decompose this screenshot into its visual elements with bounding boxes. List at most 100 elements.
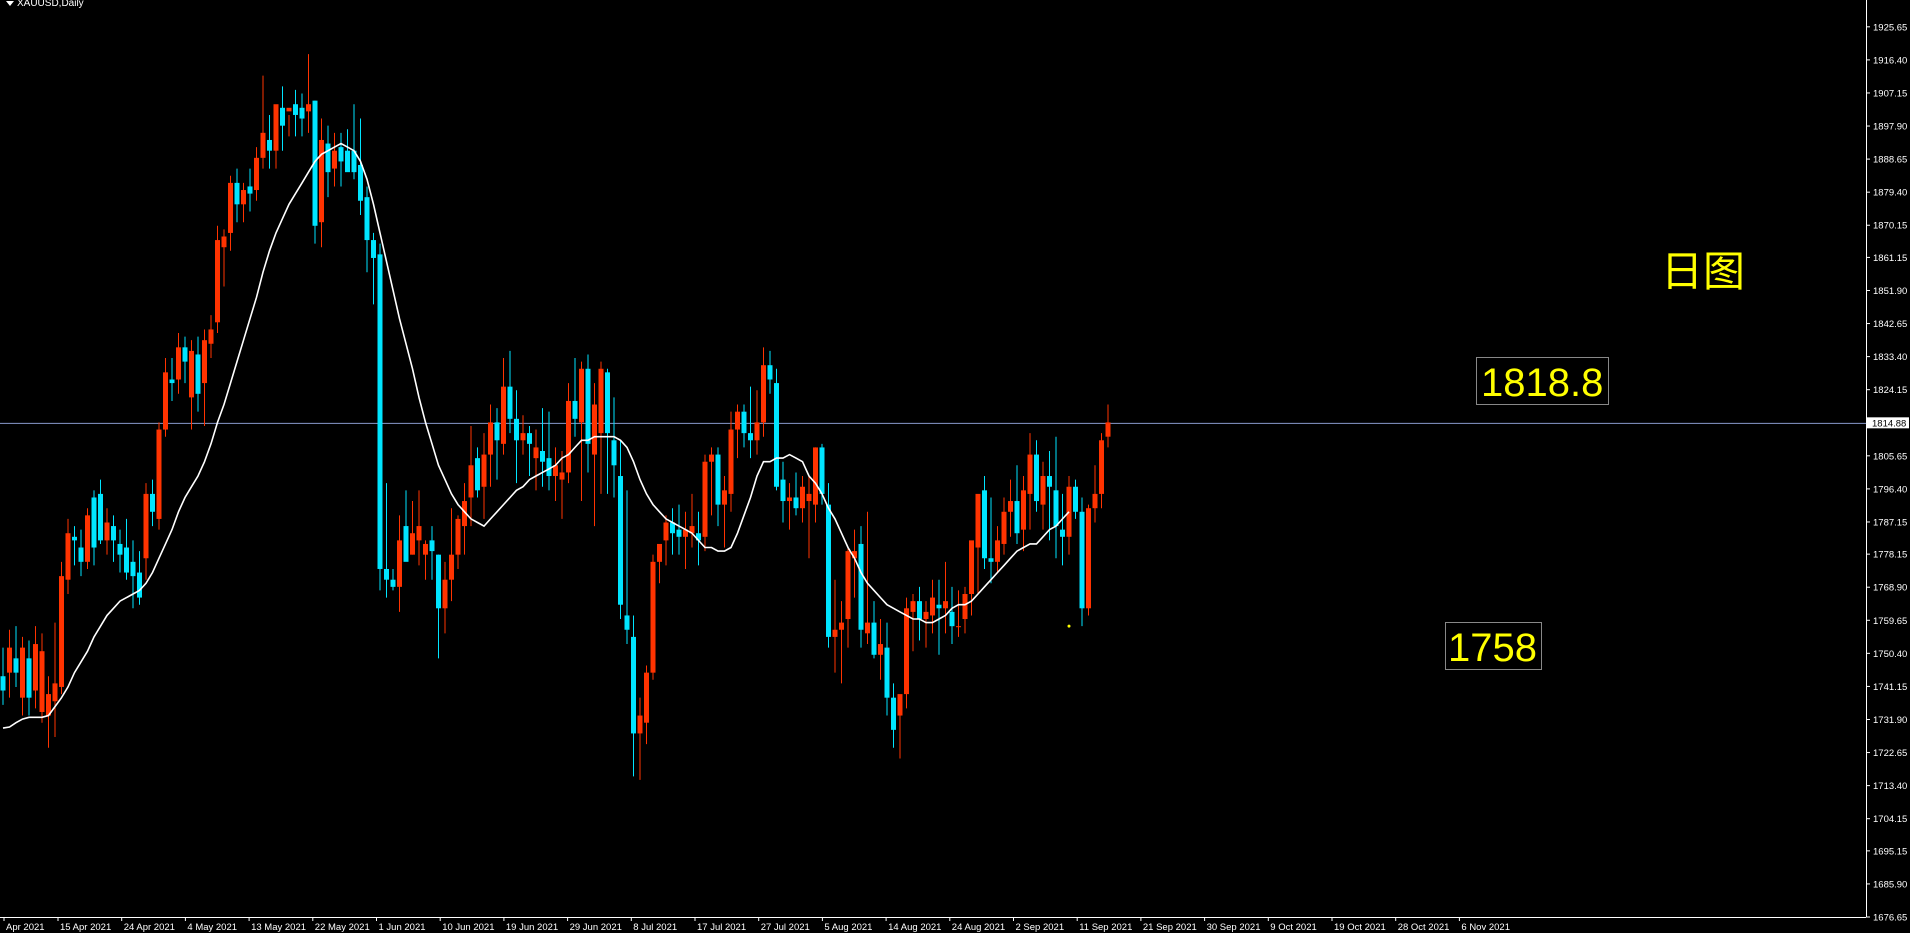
candle-body	[514, 418, 519, 441]
candle	[910, 593, 916, 652]
candlestick-series	[0, 54, 1111, 780]
candle	[1021, 476, 1026, 552]
candle-body	[338, 147, 344, 162]
candle	[410, 501, 415, 555]
candle	[319, 118, 324, 248]
candle-body	[130, 561, 136, 577]
candle	[988, 497, 994, 584]
candle-body	[1086, 508, 1091, 609]
candle	[845, 547, 851, 648]
high-annotation-box	[1476, 357, 1609, 405]
candle	[852, 529, 857, 598]
time-tick-label: 9 Oct 2021	[1270, 922, 1316, 933]
candle	[748, 386, 753, 459]
time-tick-label: 5 Aug 2021	[824, 922, 872, 933]
candle	[332, 132, 337, 187]
price-tick-label: 1925.65	[1873, 22, 1907, 33]
candle-body	[696, 533, 701, 541]
candle	[39, 633, 45, 723]
candle-body	[20, 647, 25, 698]
candle	[462, 483, 467, 555]
price-tick-label: 1676.65	[1873, 913, 1907, 924]
candle	[20, 636, 25, 716]
time-tick-label: 4 May 2021	[187, 922, 237, 933]
candle-body	[527, 433, 532, 444]
candle-body	[806, 493, 812, 502]
candle-body	[390, 579, 396, 587]
candle	[858, 526, 864, 648]
candle-body	[397, 540, 402, 587]
candle	[917, 586, 922, 641]
candle	[403, 490, 409, 562]
candle-body	[553, 465, 558, 477]
candle	[696, 511, 701, 566]
candle	[1034, 440, 1039, 512]
candle-body	[7, 647, 12, 673]
candle	[416, 490, 422, 566]
candle	[468, 425, 474, 527]
candle	[579, 361, 584, 502]
candle-body	[78, 547, 84, 562]
price-tick-label: 1833.40	[1873, 352, 1907, 363]
candle	[338, 132, 344, 187]
candle-body	[572, 400, 578, 419]
candle	[728, 411, 734, 512]
candle	[202, 329, 207, 426]
candle-body	[72, 536, 77, 541]
candle	[722, 476, 727, 548]
candle	[234, 168, 240, 223]
candle-body	[943, 601, 948, 609]
candle	[156, 422, 162, 530]
candle	[826, 483, 831, 648]
candle-body	[59, 576, 64, 687]
candle-body	[124, 547, 129, 573]
candle	[982, 476, 987, 569]
candle	[975, 493, 981, 594]
chart-annotation-title: 日图	[1661, 247, 1745, 296]
candle-body	[748, 433, 753, 441]
candle	[949, 586, 955, 645]
candle	[813, 447, 818, 523]
candle-body	[774, 383, 779, 487]
candle	[618, 440, 623, 620]
candle	[930, 579, 935, 634]
candle	[754, 390, 760, 455]
candle	[273, 104, 279, 169]
candle-body	[1034, 454, 1039, 502]
candle	[1099, 433, 1104, 509]
candle	[566, 383, 571, 484]
time-tick-label: 14 Aug 2021	[888, 922, 941, 933]
candle-body	[1021, 490, 1026, 530]
candle-body	[293, 104, 298, 115]
candle-body	[754, 422, 760, 441]
time-tick-label: 19 Jun 2021	[506, 922, 558, 933]
candle	[800, 476, 805, 523]
candle	[624, 490, 630, 645]
candle-body	[1008, 501, 1013, 512]
candle	[442, 561, 448, 634]
time-tick-label: 15 Apr 2021	[60, 922, 111, 933]
candle-body	[540, 450, 545, 462]
time-tick-label: 28 Oct 2021	[1398, 922, 1450, 933]
candle	[384, 483, 389, 598]
candle-body	[546, 458, 552, 477]
candle-body	[715, 454, 721, 505]
candle	[436, 554, 441, 659]
candle-body	[507, 386, 513, 419]
price-tick-label: 1842.65	[1873, 319, 1907, 330]
candle-body	[319, 139, 324, 223]
candle	[429, 526, 435, 580]
candle-body	[722, 490, 727, 505]
candle-body	[182, 347, 188, 362]
candle-body	[221, 236, 227, 248]
time-tick-label: 8 Jul 2021	[633, 922, 677, 933]
candle-body	[202, 340, 207, 384]
candle	[104, 508, 110, 555]
candle-body	[852, 551, 857, 559]
candle	[683, 511, 688, 569]
candle-body	[462, 501, 467, 527]
candle-body	[904, 608, 909, 695]
candle	[52, 622, 58, 737]
candle-body	[0, 676, 6, 691]
